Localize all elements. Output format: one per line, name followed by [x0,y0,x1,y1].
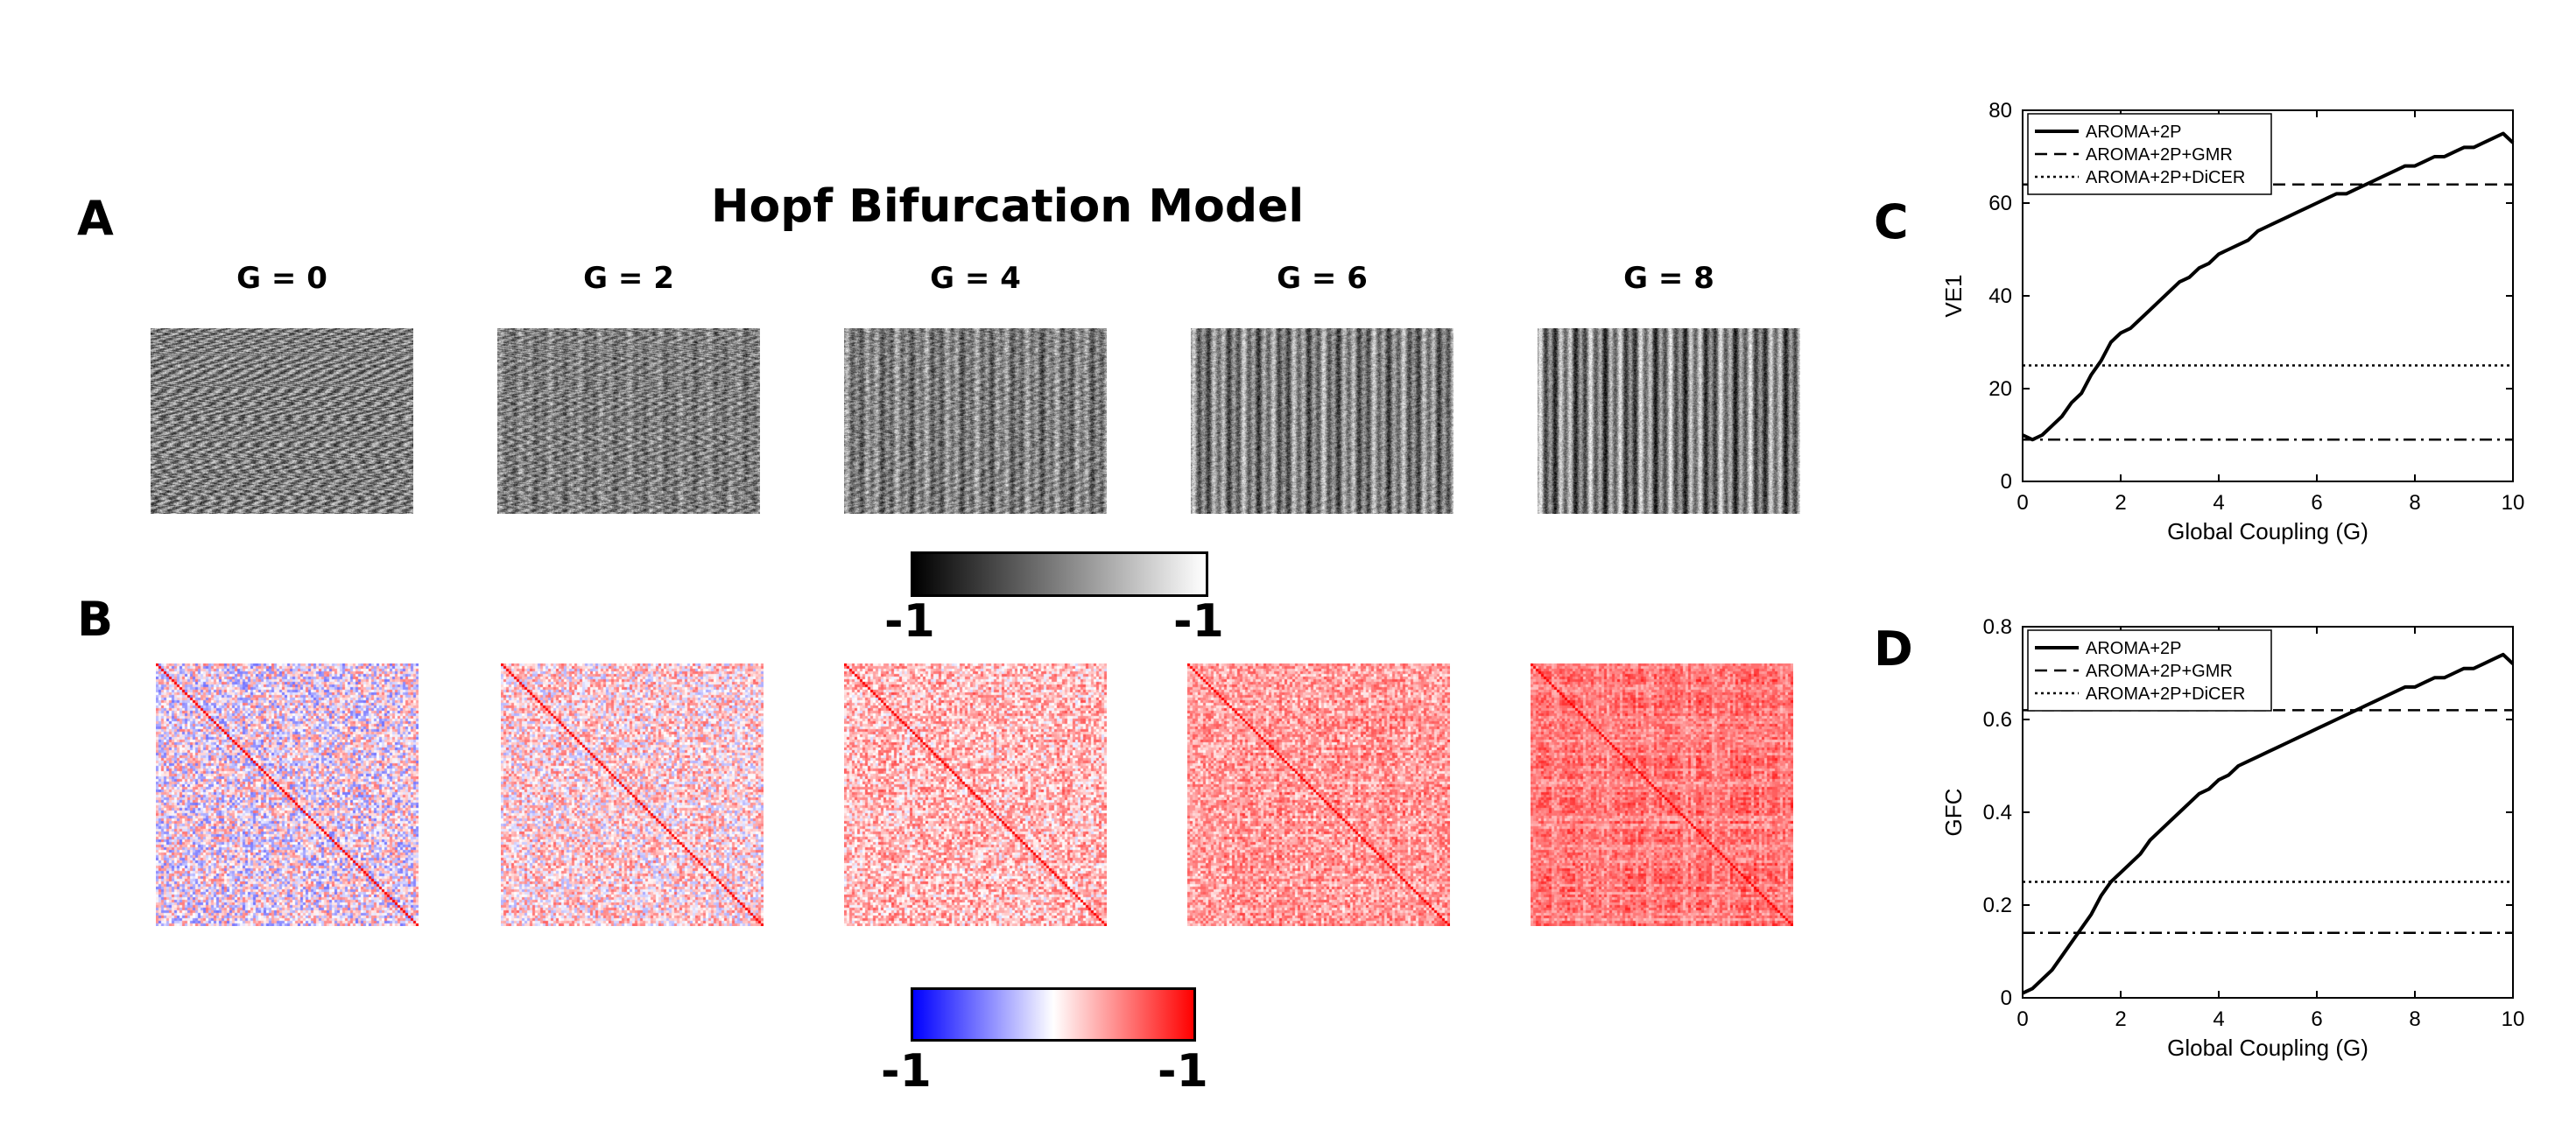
colorbar-rwb-max-label: -1 [1158,1045,1208,1098]
chart-panel-c: 0 2 4 6 8 10 0 20 40 60 80 Global Coupling (G) VE1 AR… [1940,99,2525,544]
chart-d-legend-label-2: AROMA+2P+DiCER [2086,684,2245,704]
g-label-2: G = 4 [930,261,1021,296]
fc-matrix-g2 [501,663,764,926]
chart-c-ytick-label-0: 0 [2001,470,2012,494]
timeseries-image-g6 [1191,328,1453,514]
chart-d-xtick-label-1: 2 [2115,1007,2126,1031]
colorbar-gray [911,551,1208,597]
chart-d-xtick-label-4: 8 [2409,1007,2420,1031]
chart-c-ylabel: VE1 [1940,274,1967,317]
fc-matrix-g4 [844,663,1107,926]
panel-letter-a: A [77,191,114,246]
chart-c-ytick-label-3: 60 [1988,192,2012,215]
timeseries-image-g0 [151,328,413,514]
chart-c-series-line-0 [2022,131,2515,442]
colorbar-rwb-min-label: -1 [881,1045,932,1098]
chart-c-xtick-label-2: 4 [2213,491,2224,515]
chart-d-legend-label-0: AROMA+2P [2086,639,2181,658]
timeseries-image-g2 [497,328,760,514]
chart-d-ytick-label-1: 0.2 [1983,894,2012,917]
chart-d-ytick-label-0: 0 [2001,986,2012,1010]
chart-d-xlabel: Global Coupling (G) [2167,1035,2368,1061]
chart-c-legend-label-0: AROMA+2P [2086,123,2181,142]
g-label-1: G = 2 [583,261,674,296]
chart-d-ylabel: GFC [1940,789,1967,837]
chart-panel-d: 0 2 4 6 8 10 0 0.2 0.4 0.6 0.8 Global Coupling (G) G… [1940,615,2525,1061]
chart-d-legend-label-1: AROMA+2P+GMR [2086,662,2233,681]
chart-c-legend-box [2027,113,2272,195]
chart-d-ytick-label-2: 0.4 [1983,801,2012,825]
chart-c-ytick-label-1: 20 [1988,377,2012,401]
chart-c-xtick-label-0: 0 [2016,491,2028,515]
g-label-4: G = 8 [1623,261,1714,296]
chart-d-ytick-label-3: 0.6 [1983,708,2012,732]
chart-d-series-line-0 [2022,652,2515,995]
chart-c-ytick-label-2: 40 [1988,284,2012,308]
chart-c-xlabel: Global Coupling (G) [2167,518,2368,544]
fc-matrix-g8 [1531,663,1793,926]
chart-c-ytick-label-4: 80 [1988,99,2012,123]
chart-c-xtick-label-4: 8 [2409,491,2420,515]
chart-d-legend-box [2027,629,2272,712]
fc-matrix-g0 [156,663,419,926]
g-label-0: G = 0 [236,261,327,296]
chart-d-xtick-label-0: 0 [2016,1007,2028,1031]
timeseries-image-g4 [844,328,1107,514]
chart-d-xtick-label-2: 4 [2213,1007,2224,1031]
g-label-3: G = 6 [1277,261,1368,296]
chart-d-xtick-label-3: 6 [2311,1007,2322,1031]
panel-letter-d: D [1874,621,1913,677]
colorbar-gray-max-label: -1 [1173,595,1224,648]
chart-d-xtick-label-5: 10 [2502,1007,2525,1031]
colorbar-rwb [911,987,1196,1042]
panel-letter-b: B [77,592,114,647]
fc-matrix-g6 [1187,663,1450,926]
chart-c-legend-label-2: AROMA+2P+DiCER [2086,168,2245,187]
chart-c-legend-label-1: AROMA+2P+GMR [2086,145,2233,165]
chart-d-ytick-label-4: 0.8 [1983,615,2012,639]
chart-c-xtick-label-3: 6 [2311,491,2322,515]
panel-letter-c: C [1874,194,1909,249]
timeseries-image-g8 [1538,328,1800,514]
chart-c-xtick-label-1: 2 [2115,491,2126,515]
chart-c-xtick-label-5: 10 [2502,491,2525,515]
colorbar-gray-min-label: -1 [884,595,935,648]
main-title: Hopf Bifurcation Model [711,180,1305,233]
